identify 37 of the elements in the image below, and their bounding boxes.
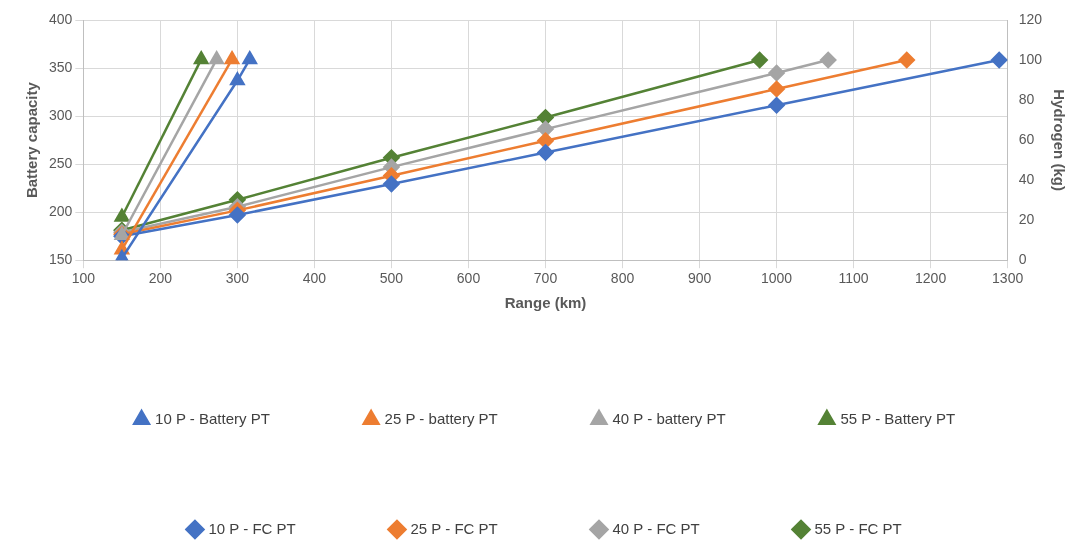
legend-label: 55 P - Battery PT bbox=[840, 409, 956, 427]
x-tick-label: 700 bbox=[533, 270, 558, 287]
y-axis-title: Battery capacity bbox=[23, 81, 41, 199]
legend-label: 55 P - FC PT bbox=[814, 519, 902, 537]
x-tick-label: 500 bbox=[379, 270, 404, 287]
y2-tick-label: 60 bbox=[1018, 130, 1035, 147]
y-tick-label: 350 bbox=[49, 58, 73, 75]
y2-tick-label: 20 bbox=[1018, 211, 1035, 228]
y-tick-label: 200 bbox=[49, 203, 73, 220]
legend-label: 25 P - battery PT bbox=[384, 409, 498, 427]
x-tick-label: 900 bbox=[687, 270, 712, 287]
x-tick-label: 800 bbox=[610, 270, 635, 287]
x-tick-label: 1300 bbox=[992, 270, 1024, 287]
x-tick-label: 200 bbox=[148, 270, 173, 287]
y2-tick-label: 40 bbox=[1018, 170, 1035, 187]
x-tick-label: 1000 bbox=[760, 270, 793, 287]
x-tick-label: 1100 bbox=[838, 270, 869, 287]
legend-label: 40 P - battery PT bbox=[612, 409, 726, 427]
x-tick-label: 400 bbox=[302, 270, 327, 287]
y2-tick-label: 80 bbox=[1018, 90, 1035, 107]
y2-axis-title: Hydrogen (kg) bbox=[1050, 89, 1068, 191]
legend-label: 40 P - FC PT bbox=[612, 519, 700, 537]
legend-label: 25 P - FC PT bbox=[410, 519, 498, 537]
y-tick-label: 400 bbox=[49, 10, 73, 27]
legend-label: 10 P - Battery PT bbox=[155, 409, 270, 427]
legend-label: 10 P - FC PT bbox=[208, 519, 296, 537]
x-tick-label: 1200 bbox=[915, 270, 947, 287]
y-tick-label: 250 bbox=[49, 154, 73, 171]
x-tick-label: 100 bbox=[71, 270, 96, 287]
y-tick-label: 300 bbox=[49, 106, 73, 123]
x-axis-title: Range (km) bbox=[504, 294, 587, 312]
y2-tick-label: 120 bbox=[1018, 10, 1043, 27]
x-tick-label: 600 bbox=[456, 270, 481, 287]
y-tick-label: 150 bbox=[49, 251, 73, 268]
y2-tick-label: 0 bbox=[1018, 251, 1027, 268]
y2-tick-label: 100 bbox=[1018, 50, 1043, 67]
x-tick-label: 300 bbox=[225, 270, 250, 287]
